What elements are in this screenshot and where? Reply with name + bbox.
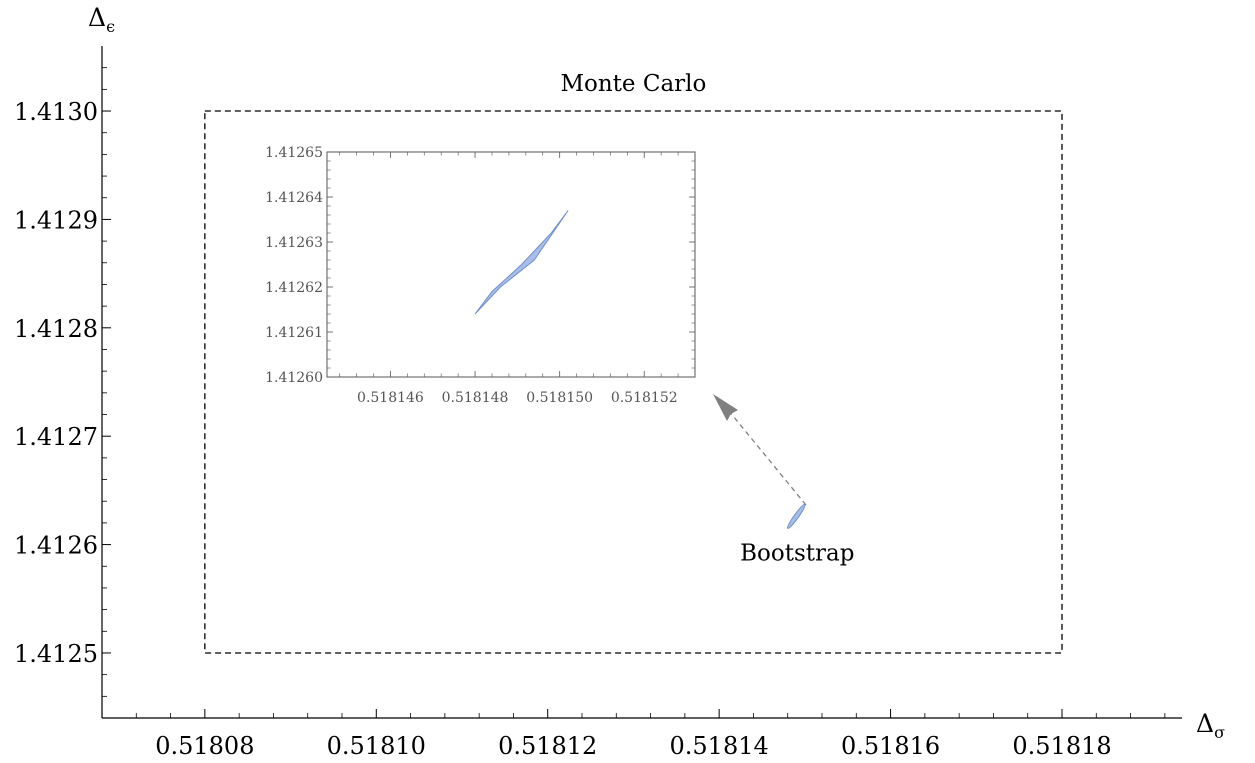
y-tick-label: 1.4127 [14,423,98,451]
x-tick-label: 0.51816 [841,732,940,760]
y-tick-label: 1.4125 [14,640,98,668]
bootstrap-label: Bootstrap [740,540,854,566]
zoom-arrow-head [713,394,738,421]
inset-x-tick-label: 0.518146 [357,390,424,406]
x-tick-label: 0.51814 [670,732,769,760]
inset-y-tick-label: 1.41263 [265,235,323,251]
main-ticks [102,67,1166,718]
x-tick-label: 0.51808 [155,732,254,760]
inset-x-tick-label: 0.518152 [611,390,678,406]
inset-frame [326,151,696,378]
y-tick-label: 1.4126 [14,532,98,560]
main-tick-labels: 0.51808 0.51810 0.51812 0.51814 0.51816 0.518… [14,98,1112,760]
inset-x-tick-label: 0.518150 [526,390,593,406]
x-tick-label: 0.51812 [498,732,597,760]
inset-tick-labels: 0.518146 0.518148 0.518150 0.518152 1.41260 1… [265,145,678,406]
inset-x-tick-label: 0.518148 [442,390,509,406]
y-tick-label: 1.4128 [14,315,98,343]
x-axis-label: Δσ [1196,709,1225,742]
bootstrap-region-zoomed [474,210,569,315]
y-axis-label: Δϵ [88,3,115,36]
inset-ticks [327,151,695,378]
y-tick-label: 1.4130 [14,98,98,126]
y-tick-label: 1.4129 [14,206,98,234]
inset-y-tick-label: 1.41260 [265,370,323,386]
bootstrap-region [787,503,806,529]
x-tick-label: 0.51810 [327,732,426,760]
monte-carlo-label: Monte Carlo [560,71,706,97]
inset-y-tick-label: 1.41262 [265,280,323,296]
zoom-arrow-line [723,404,807,506]
inset-y-tick-label: 1.41264 [265,190,323,206]
inset-y-tick-label: 1.41261 [265,325,323,341]
inset-y-tick-label: 1.41265 [265,145,323,161]
x-tick-label: 0.51818 [1012,732,1111,760]
